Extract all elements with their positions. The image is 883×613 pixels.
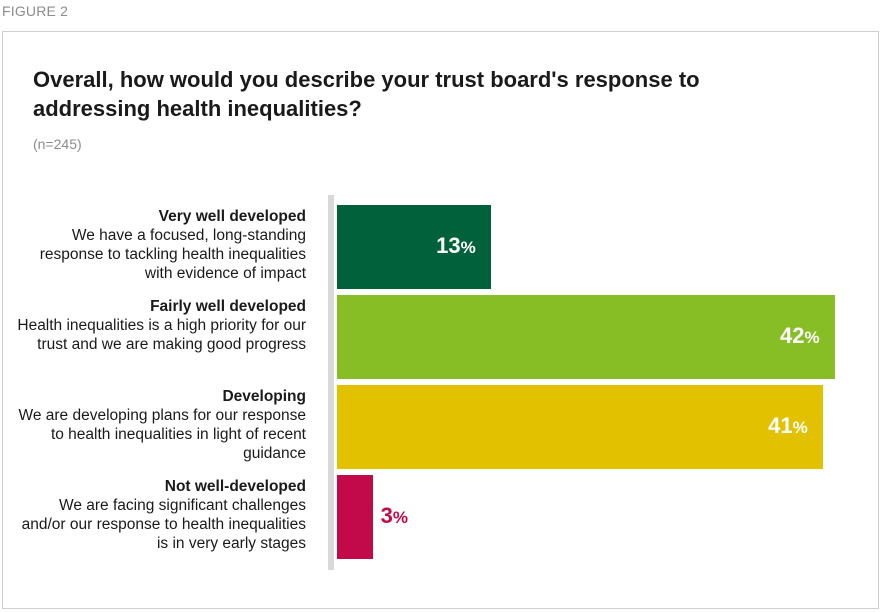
category-title: Developing	[222, 388, 306, 405]
chart-title: Overall, how would you describe your tru…	[33, 67, 700, 121]
bar	[337, 475, 373, 559]
category-label: Not well-developed We are facing signific…	[16, 477, 306, 553]
figure-label: FIGURE 2	[2, 3, 69, 19]
bar-value-label: 3%	[380, 503, 408, 528]
bar	[337, 295, 835, 379]
bar	[337, 205, 492, 289]
category-description: We have a focused, long-standing respons…	[39, 227, 306, 282]
bar	[337, 385, 824, 469]
bar-value-label: 41%	[768, 413, 808, 438]
category-title: Very well developed	[158, 208, 306, 225]
category-axis-line	[328, 195, 334, 570]
bar-value-label: 13%	[436, 233, 476, 258]
bar-value-label: 42%	[780, 323, 820, 348]
chart-frame	[2, 31, 879, 609]
category-title: Not well-developed	[164, 478, 306, 495]
category-description: We are developing plans for our response…	[18, 407, 307, 462]
category-title: Fairly well developed	[150, 298, 306, 315]
category-label: Very well developed We have a focused, lo…	[16, 207, 306, 283]
category-description: We are facing significant challenges and…	[21, 497, 306, 552]
category-label: Developing We are developing plans for ou…	[16, 387, 307, 463]
category-label: Fairly well developed Health inequalities…	[16, 297, 306, 354]
chart-subtitle: (n=245)	[33, 136, 82, 152]
category-description: Health inequalities is a high priority f…	[17, 317, 306, 353]
